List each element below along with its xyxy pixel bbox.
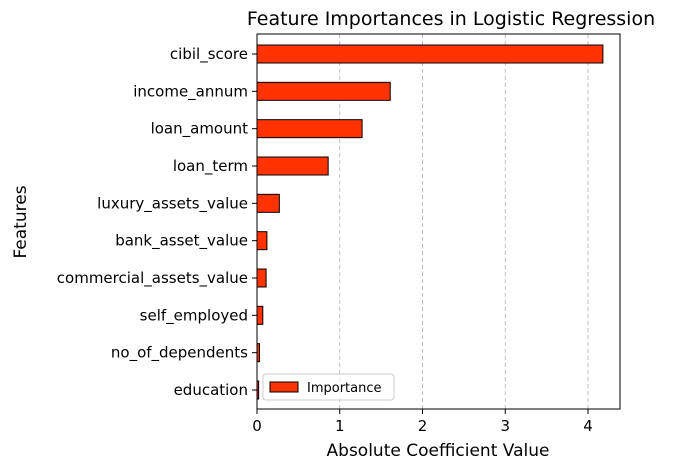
bar-income_annum — [256, 81, 391, 101]
x-ticks: 0 1 2 3 4 — [252, 409, 593, 435]
legend-swatch — [269, 381, 299, 393]
legend: Importance — [262, 373, 395, 401]
bars — [256, 44, 604, 400]
bar-loan_amount — [256, 119, 363, 139]
y-tick-label: cibil_score — [170, 45, 248, 64]
y-tick-label: education — [174, 381, 248, 399]
y-tick-label: loan_amount — [151, 120, 249, 139]
x-tick-label: 2 — [418, 417, 428, 435]
bar-self_employed — [256, 305, 264, 325]
x-tick-label: 1 — [335, 417, 345, 435]
plot-frame — [256, 33, 621, 410]
x-tick-label: 0 — [252, 417, 262, 435]
legend-label: Importance — [307, 381, 382, 396]
y-tick-label: commercial_assets_value — [57, 269, 248, 288]
chart-title: Feature Importances in Logistic Regressi… — [247, 8, 655, 30]
bar-cibil_score — [256, 44, 604, 64]
x-axis-label: Absolute Coefficient Value — [327, 441, 550, 461]
y-tick-label: luxury_assets_value — [97, 194, 248, 213]
bar-luxury_assets_value — [256, 193, 280, 213]
x-tick-label: 4 — [583, 417, 593, 435]
bar-loan_term — [256, 156, 329, 176]
y-axis-label: Features — [11, 185, 31, 258]
legend-box — [262, 373, 395, 401]
y-tick-label: no_of_dependents — [111, 344, 248, 363]
y-tick-label: bank_asset_value — [115, 232, 248, 251]
x-tick-label: 3 — [500, 417, 510, 435]
y-ticks: cibil_score income_annum loan_amount loan_t… — [57, 45, 257, 399]
bar-bank_asset_value — [256, 231, 268, 251]
y-tick-label: loan_term — [173, 157, 248, 176]
y-tick-label: self_employed — [140, 306, 248, 325]
y-tick-label: income_annum — [133, 82, 248, 101]
bar-commercial_assets_value — [256, 268, 267, 288]
